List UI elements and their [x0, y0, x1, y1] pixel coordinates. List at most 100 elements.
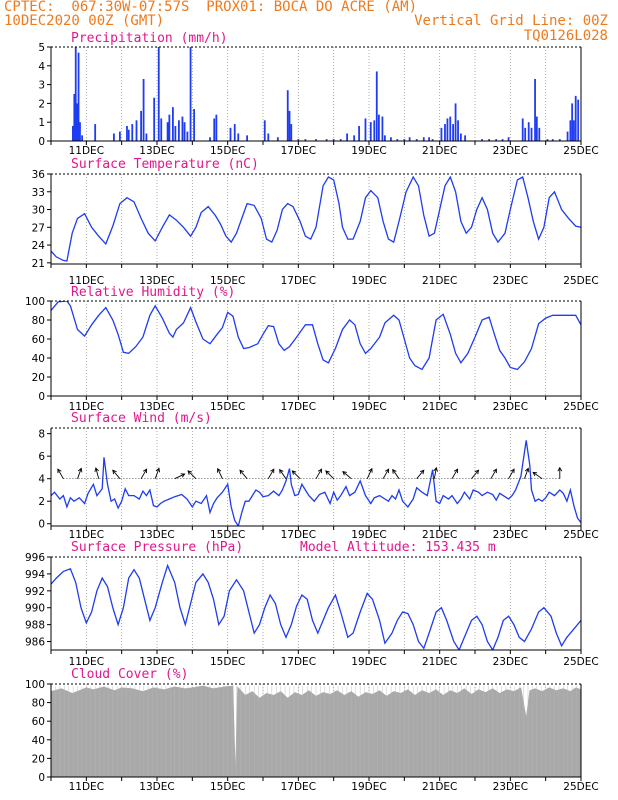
wind-vector-head [384, 468, 390, 474]
pres-panel: 986 988 990 992 994 996 11DEC 13DEC 15DEC 17DEC 19… [25, 540, 599, 668]
date-label: 21DEC [422, 656, 457, 668]
wind-vector-head [342, 471, 347, 476]
y-tick-label: 40 [32, 353, 45, 365]
precip-bar [73, 94, 76, 141]
date-label: 11DEC [69, 145, 104, 157]
y-tick-label: 6 [38, 451, 45, 463]
precip-bar [449, 116, 452, 141]
wind-vector-shaft [279, 469, 287, 479]
wind-vector-head [57, 468, 62, 474]
wind-vector-arrow [140, 468, 148, 479]
wind-vector-head [453, 468, 459, 474]
wind-vector-shaft [366, 468, 373, 479]
wind-title: Surface Wind (m/s) [71, 411, 212, 426]
y-tick-label: 80 [32, 698, 45, 710]
y-tick-label: 4 [38, 474, 45, 486]
precip-bar [276, 137, 279, 141]
wind-vector-arrow [471, 469, 480, 479]
wind-vector-arrow [490, 468, 497, 479]
date-label: 17DEC [281, 656, 316, 668]
precip-bar [396, 139, 399, 141]
date-label: 17DEC [281, 529, 316, 541]
y-tick-label: 30 [32, 205, 45, 217]
precip-bar [183, 122, 186, 141]
y-tick-label: 0 [38, 391, 45, 403]
wind-vector-head [291, 470, 297, 475]
date-label: 19DEC [351, 275, 386, 287]
wind-vector-shaft [508, 468, 515, 479]
precip-bar [168, 114, 171, 141]
wind-vector-head [317, 468, 322, 474]
date-label: 21DEC [422, 781, 457, 793]
date-label: 13DEC [139, 401, 174, 413]
precip-bar [457, 120, 459, 141]
date-label: 19DEC [351, 401, 386, 413]
date-label: 13DEC [139, 781, 174, 793]
wind-vector-arrow [217, 467, 223, 479]
date-label: 11DEC [69, 529, 104, 541]
wind-vector-shaft [187, 470, 197, 480]
precip-bar [381, 116, 384, 141]
wind-vector-head [112, 469, 117, 475]
y-tick-label: 40 [32, 735, 45, 747]
wind-vector-arrow [392, 468, 400, 479]
wind-vector-head [419, 469, 425, 475]
date-label: 13DEC [139, 529, 174, 541]
precip-bar [77, 52, 80, 141]
wind-vector-arrow [342, 471, 352, 480]
precip-bar [507, 137, 510, 141]
date-label: 25DEC [563, 401, 598, 413]
wind-vector-shaft [95, 467, 100, 479]
precip-title: Precipitation (mm/h) [71, 31, 228, 46]
precip-bar [454, 103, 457, 141]
y-tick-label: 994 [25, 569, 45, 581]
precip-bar [178, 120, 180, 141]
date-label: 13DEC [139, 145, 174, 157]
wind-vector-shaft [267, 468, 275, 479]
precip-bar [573, 120, 575, 141]
y-tick-label: 100 [25, 296, 45, 308]
precip-bar [215, 114, 218, 141]
y-tick-label: 80 [32, 315, 45, 327]
y-tick-label: 60 [32, 334, 45, 346]
y-tick-label: 33 [32, 187, 45, 199]
date-label: 25DEC [563, 275, 598, 287]
wind-vector-head [532, 471, 538, 477]
date-label: 23DEC [493, 656, 528, 668]
precip-bar [246, 135, 248, 141]
precip-bar [81, 135, 83, 141]
wind-vector-head [94, 467, 99, 473]
wind-vector-head [433, 466, 438, 472]
precip-bar [237, 133, 240, 141]
pres-series-line [51, 563, 581, 650]
wind-vector-arrow [524, 467, 530, 479]
precip-bar [119, 131, 121, 141]
precip-bar [446, 118, 449, 141]
precip-bar [94, 124, 97, 141]
y-tick-label: 24 [32, 240, 46, 252]
precip-panel: 0 1 2 3 4 5 11DEC 13DEC 15DEC 17DEC 19DEC 21DEC 23DE… [38, 31, 598, 157]
precip-bar [431, 139, 434, 141]
rh-series-line [51, 301, 581, 371]
y-tick-label: 36 [32, 169, 46, 181]
wind-vector-head [217, 467, 222, 473]
wind-series-line [51, 440, 581, 526]
wind-vector-shaft [524, 468, 529, 479]
date-label: 21DEC [422, 401, 457, 413]
wind-vector-shaft [154, 468, 160, 479]
model-altitude-label: Model Altitude: 153.435 m [300, 540, 496, 555]
precip-bar [384, 135, 386, 141]
precip-bar [521, 118, 524, 141]
wind-vector-shaft [239, 469, 248, 479]
precip-bar [422, 137, 425, 141]
date-label: 11DEC [69, 275, 104, 287]
y-tick-label: 0 [38, 136, 45, 148]
wind-vector-arrow [267, 468, 275, 479]
date-label: 25DEC [563, 145, 598, 157]
wind-vector-arrow [77, 467, 83, 479]
precip-bar [325, 139, 328, 141]
precip-bar [174, 125, 177, 141]
wind-vector-arrow [366, 467, 373, 479]
wind-vector-head [239, 469, 244, 475]
